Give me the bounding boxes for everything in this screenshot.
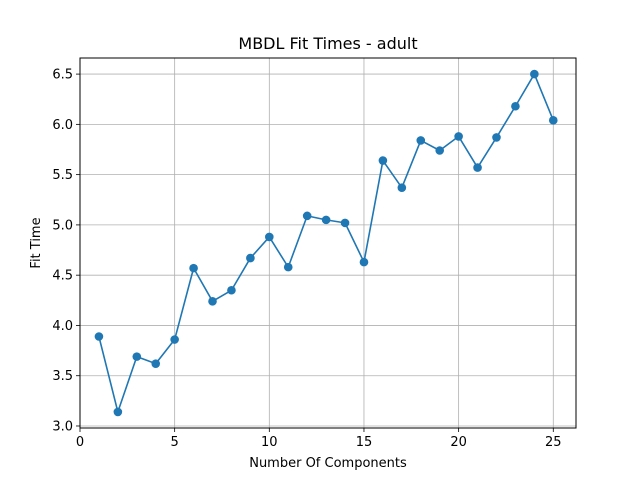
data-point (340, 218, 350, 228)
y-tick-label: 4.0 (52, 319, 73, 334)
data-point (113, 407, 123, 417)
data-point (397, 183, 407, 193)
plot-frame (79, 57, 577, 429)
data-point (454, 132, 463, 141)
data-point (170, 335, 179, 344)
x-tick-label: 25 (545, 435, 562, 450)
data-point (265, 232, 274, 242)
data-point (151, 359, 161, 368)
y-tick-label: 4.5 (52, 269, 73, 284)
x-tick-label: 20 (450, 435, 467, 450)
data-point (473, 163, 482, 172)
x-tick-label: 15 (356, 435, 373, 450)
y-axis-label: Fit Time (29, 217, 44, 268)
series-line (98, 73, 555, 413)
x-tick-label: 5 (171, 435, 179, 450)
data-point (378, 156, 388, 165)
chart-title: MBDL Fit Times - adult (238, 34, 417, 53)
data-point (359, 257, 369, 267)
data-point (548, 116, 558, 125)
y-tick-label: 3.5 (52, 369, 73, 384)
x-tick-label: 10 (261, 435, 278, 450)
data-point (283, 262, 293, 272)
data-point (530, 69, 539, 79)
data-point (511, 101, 520, 111)
data-point (321, 215, 331, 225)
series-fit-time (94, 69, 558, 417)
y-tick-label: 6.0 (52, 118, 73, 133)
data-point (132, 352, 142, 361)
y-tick-label: 5.0 (52, 218, 73, 233)
x-tick-label: 0 (76, 435, 84, 450)
data-point (302, 211, 312, 221)
data-point (208, 297, 217, 306)
y-tick-label: 6.5 (52, 68, 73, 83)
data-point (492, 133, 501, 142)
x-axis-label: Number Of Components (249, 456, 407, 471)
data-point (246, 253, 255, 263)
y-tick-label: 5.5 (52, 168, 73, 183)
data-point (94, 332, 104, 341)
y-tick-label: 3.0 (52, 419, 73, 434)
data-point (435, 146, 444, 155)
data-point (416, 136, 426, 145)
data-point (189, 263, 198, 273)
x-axis: 0 5 10 15 20 25 (76, 428, 562, 450)
y-axis: 3.0 3.5 4.0 4.5 5.0 5.5 6.0 6.5 (52, 68, 80, 434)
grid-lines (79, 58, 576, 428)
data-point (227, 285, 236, 295)
